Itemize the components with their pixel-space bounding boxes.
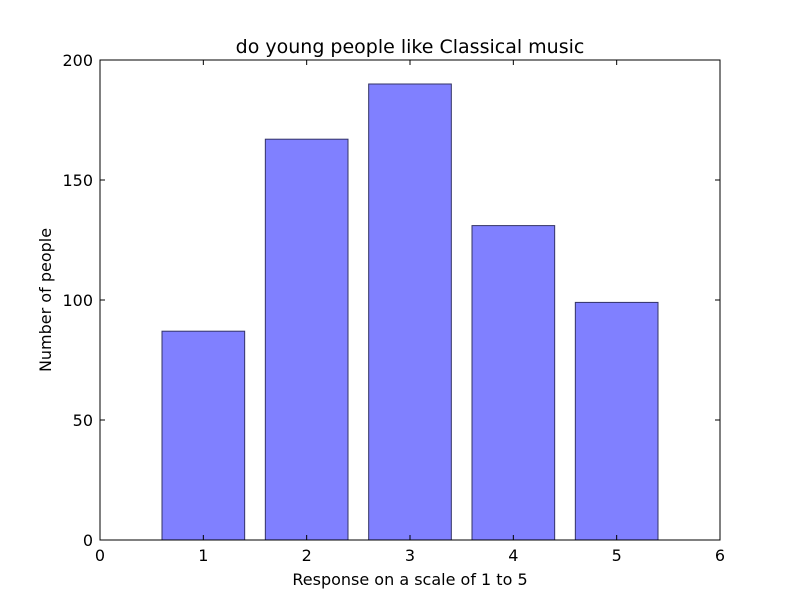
y-axis-ticks: 0 50 100 150 200 [62, 51, 720, 550]
x-tick-label-6: 6 [715, 546, 725, 565]
x-axis-label: Response on a scale of 1 to 5 [292, 570, 527, 589]
bar-4 [471, 225, 556, 541]
bar-2 [264, 138, 349, 541]
bars-group [161, 83, 659, 541]
y-axis-label: Number of people [36, 228, 55, 372]
x-tick-label-4: 4 [508, 546, 518, 565]
x-tick-label-3: 3 [405, 546, 415, 565]
y-tick-label-0: 0 [83, 531, 93, 550]
y-tick-label-150: 150 [62, 171, 93, 190]
chart-title: do young people like Classical music [236, 36, 585, 58]
x-tick-label-2: 2 [302, 546, 312, 565]
bar-5 [574, 301, 659, 541]
bar-1 [161, 330, 246, 541]
y-tick-label-100: 100 [62, 291, 93, 310]
x-tick-label-0: 0 [95, 546, 105, 565]
bar-3 [368, 83, 452, 541]
y-tick-label-200: 200 [62, 51, 93, 70]
x-tick-label-5: 5 [612, 546, 622, 565]
y-tick-label-50: 50 [73, 411, 93, 430]
plot-area-frame [99, 59, 721, 541]
x-tick-label-1: 1 [198, 546, 208, 565]
